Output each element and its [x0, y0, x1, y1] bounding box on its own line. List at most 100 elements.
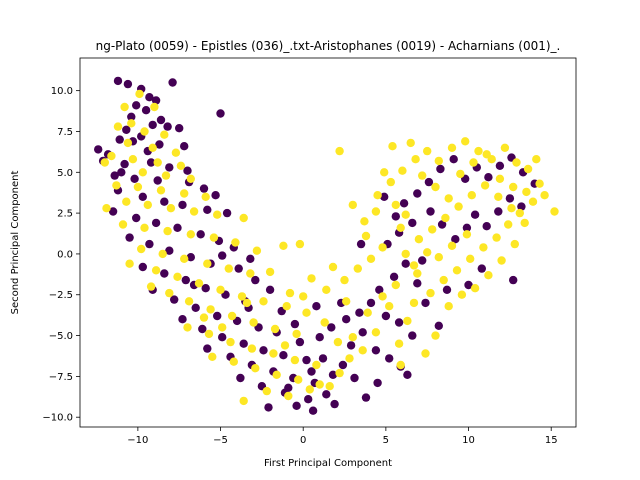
data-point-class-0: [160, 197, 169, 206]
data-point-class-0: [211, 191, 220, 200]
data-point-class-0: [165, 246, 174, 255]
data-point-class-1: [495, 174, 505, 183]
data-point-class-1: [366, 254, 376, 263]
data-point-class-0: [173, 223, 182, 232]
data-point-class-0: [145, 239, 154, 249]
data-point-class-1: [269, 349, 278, 358]
data-point-class-0: [295, 337, 305, 347]
data-point-class-1: [208, 352, 217, 361]
data-point-class-1: [140, 127, 149, 136]
data-point-class-1: [102, 204, 111, 213]
data-point-class-1: [239, 213, 248, 223]
data-point-class-0: [401, 259, 410, 268]
data-point-class-0: [346, 341, 356, 350]
data-point-class-1: [388, 142, 397, 151]
data-point-class-1: [160, 130, 169, 139]
data-point-class-1: [325, 382, 334, 391]
data-point-class-1: [148, 143, 157, 152]
data-point-class-0: [181, 275, 190, 285]
data-point-class-0: [413, 279, 422, 288]
data-point-class-1: [507, 204, 516, 213]
data-point-class-1: [307, 274, 316, 283]
x-tick-label: 0: [300, 435, 306, 446]
y-tick-label: −10.0: [42, 413, 73, 424]
data-point-class-0: [127, 112, 136, 122]
x-tick-label: 10: [462, 435, 475, 446]
data-point-class-1: [112, 181, 121, 190]
data-point-class-1: [452, 266, 462, 275]
data-point-class-0: [132, 213, 141, 223]
data-point-class-0: [199, 184, 209, 193]
data-point-class-1: [299, 292, 308, 301]
data-point-class-1: [292, 329, 301, 339]
data-point-class-1: [434, 156, 443, 166]
data-point-class-0: [421, 298, 430, 308]
data-point-class-0: [338, 360, 348, 370]
data-point-class-1: [224, 264, 233, 273]
data-point-class-0: [391, 212, 400, 221]
data-point-class-1: [180, 189, 189, 198]
data-point-class-1: [204, 329, 214, 339]
data-point-class-0: [434, 321, 443, 330]
data-point-class-0: [371, 346, 381, 355]
data-point-class-1: [265, 267, 275, 277]
data-point-class-0: [470, 210, 480, 219]
data-point-class-0: [264, 403, 273, 412]
data-point-class-1: [242, 298, 252, 308]
data-point-class-1: [322, 285, 331, 294]
x-tick-label: −5: [213, 435, 228, 446]
data-point-class-0: [418, 256, 427, 265]
data-point-class-0: [477, 264, 486, 273]
data-point-class-1: [522, 187, 531, 197]
data-point-class-0: [138, 192, 147, 201]
data-point-class-1: [218, 323, 227, 332]
data-point-class-0: [385, 354, 394, 363]
data-point-class-1: [189, 207, 199, 216]
data-point-class-1: [371, 207, 381, 216]
data-point-class-1: [358, 346, 367, 355]
data-point-class-1: [122, 197, 131, 206]
data-point-class-1: [161, 171, 171, 180]
data-point-class-0: [251, 275, 260, 285]
data-point-class-1: [398, 166, 407, 175]
y-tick-label: −2.5: [49, 290, 73, 301]
data-point-class-0: [186, 253, 195, 262]
data-point-class-1: [294, 375, 303, 384]
data-point-class-1: [457, 290, 467, 299]
data-point-class-0: [505, 194, 515, 203]
data-point-class-0: [191, 303, 200, 312]
data-point-class-1: [520, 218, 529, 228]
data-point-class-0: [284, 383, 293, 392]
data-point-class-1: [494, 192, 503, 201]
data-point-class-1: [184, 297, 194, 306]
data-point-class-1: [229, 357, 238, 366]
data-point-class-0: [216, 109, 225, 118]
data-point-class-0: [403, 370, 412, 379]
data-point-class-1: [421, 349, 430, 358]
data-point-class-1: [213, 210, 222, 219]
data-point-class-1: [467, 191, 476, 200]
data-point-class-1: [509, 182, 518, 192]
data-point-class-0: [110, 171, 119, 180]
data-point-class-0: [213, 311, 222, 321]
data-point-class-0: [356, 239, 366, 249]
data-point-class-1: [320, 318, 329, 327]
data-point-class-1: [166, 204, 176, 213]
data-point-class-0: [509, 275, 518, 285]
data-point-class-1: [163, 226, 172, 236]
y-tick-label: −7.5: [49, 372, 73, 383]
data-point-class-1: [394, 339, 404, 348]
data-point-class-1: [411, 155, 420, 164]
data-point-class-1: [251, 364, 260, 373]
data-point-class-0: [322, 390, 331, 399]
data-point-class-1: [206, 305, 215, 314]
data-point-class-1: [252, 246, 262, 255]
data-point-class-0: [155, 140, 164, 149]
data-point-class-0: [279, 351, 288, 360]
data-point-class-0: [201, 284, 210, 293]
data-point-class-0: [120, 159, 129, 169]
data-point-class-1: [123, 138, 133, 148]
data-point-class-1: [371, 328, 381, 337]
data-point-class-1: [413, 269, 422, 278]
